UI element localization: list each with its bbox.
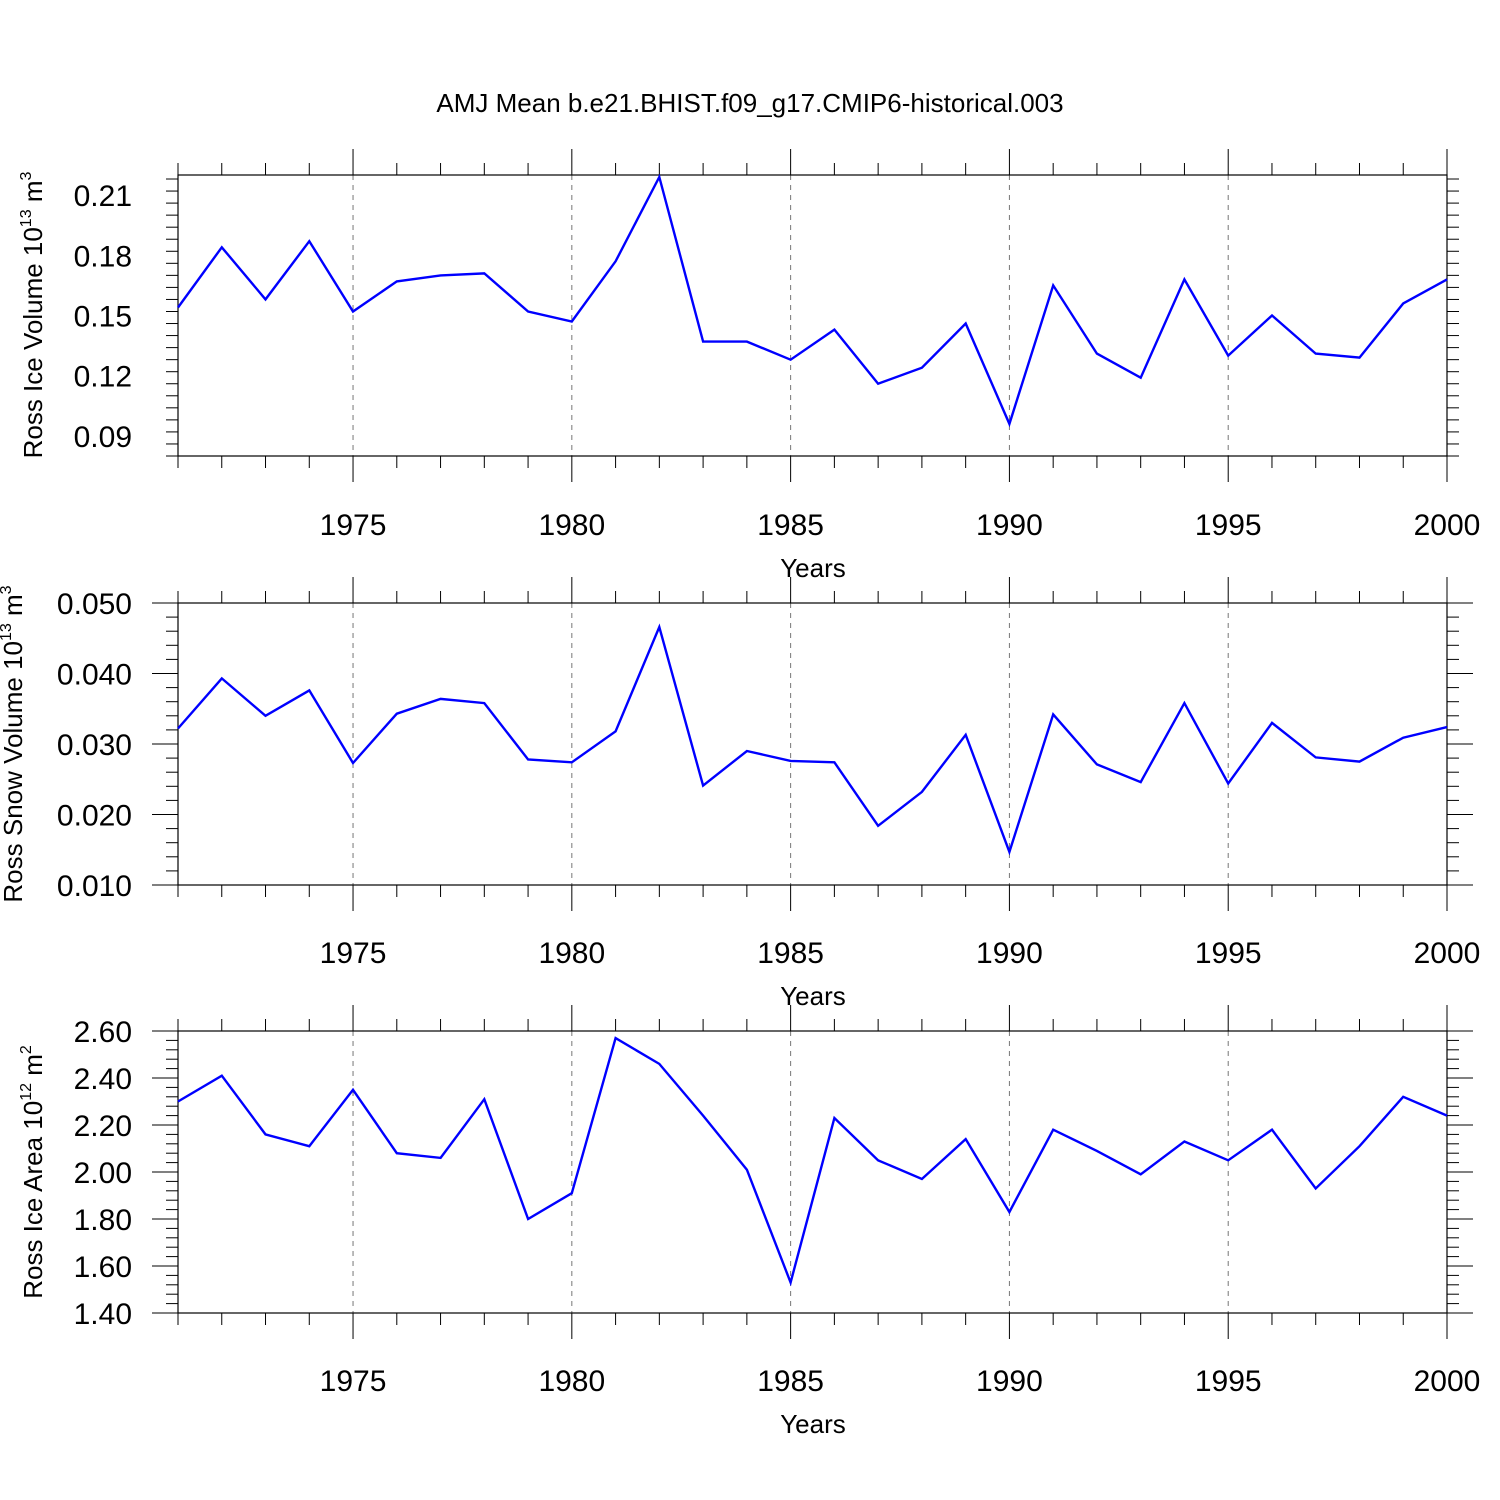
x-tick-label: 1990	[976, 937, 1043, 970]
y-tick-label: 1.80	[74, 1204, 132, 1237]
x-tick-label: 1995	[1195, 1365, 1262, 1398]
y-axis-title-exp: 12	[18, 1083, 35, 1101]
x-tick-label: 1985	[757, 1365, 824, 1398]
x-tick-label: 1975	[320, 937, 387, 970]
x-tick-label: 1985	[757, 509, 824, 542]
y-axis-title: Ross Ice Area 1012 m2	[18, 1045, 48, 1299]
ice-volume-panel: 1975 1980 1985 1990 1995 2000 0.09 0.12 0.15 0.18…	[18, 149, 1480, 583]
y-tick-label: 0.12	[74, 361, 132, 394]
series-line	[177, 623, 1448, 856]
y-tick-label: 0.050	[57, 588, 132, 621]
y-axis-title-unit-exp: 3	[0, 585, 15, 594]
x-tick-label: 2000	[1414, 937, 1481, 970]
x-tick-label: 1990	[976, 1365, 1043, 1398]
series-line	[177, 1036, 1448, 1287]
plot-frame	[177, 174, 1448, 457]
x-tick-label: 2000	[1414, 509, 1481, 542]
y-tick-label: 0.020	[57, 800, 132, 833]
y-tick-label: 0.010	[57, 870, 132, 903]
x-tick-label: 2000	[1414, 1365, 1481, 1398]
y-tick-label: 2.20	[74, 1110, 132, 1143]
snow-volume-panel: 1975 1980 1985 1990 1995 2000 0.010 0.020 0.030 0…	[0, 577, 1480, 1011]
x-tick-label: 1985	[757, 937, 824, 970]
ice-area-panel: 1975 1980 1985 1990 1995 2000 1.40 1.60 1.80 2.00…	[18, 1005, 1480, 1439]
y-axis-title-base: Ross Ice Area 10	[18, 1101, 48, 1299]
y-axis-title-exp: 13	[18, 209, 35, 227]
x-tick-label: 1995	[1195, 937, 1262, 970]
y-axis-title-unit: m	[0, 594, 28, 623]
y-axis-title-unit: m	[18, 180, 48, 209]
y-tick-label: 0.15	[74, 301, 132, 334]
y-axis-title-unit: m	[18, 1054, 48, 1083]
y-tick-label: 2.00	[74, 1157, 132, 1190]
y-tick-label: 0.040	[57, 659, 132, 692]
plot-frame	[177, 1030, 1448, 1314]
x-tick-label: 1980	[538, 937, 605, 970]
y-tick-label: 1.40	[74, 1298, 132, 1331]
y-tick-label: 0.21	[74, 180, 132, 213]
chart-title: AMJ Mean b.e21.BHIST.f09_g17.CMIP6-histo…	[436, 88, 1063, 118]
x-tick-label: 1995	[1195, 509, 1262, 542]
x-tick-label: 1975	[320, 1365, 387, 1398]
x-tick-label: 1975	[320, 509, 387, 542]
y-axis-title: Ross Snow Volume 1013 m3	[0, 585, 28, 902]
y-tick-label: 0.18	[74, 240, 132, 273]
y-axis-title-exp: 13	[0, 623, 15, 641]
y-tick-label: 2.60	[74, 1016, 132, 1049]
y-axis-title-unit-exp: 3	[18, 171, 35, 180]
x-tick-label: 1980	[538, 1365, 605, 1398]
y-tick-label: 0.09	[74, 421, 132, 454]
y-axis-title-base: Ross Snow Volume 10	[0, 641, 28, 903]
x-tick-label: 1990	[976, 509, 1043, 542]
y-tick-label: 0.030	[57, 729, 132, 762]
y-tick-label: 2.40	[74, 1063, 132, 1096]
x-axis-title: Years	[780, 981, 846, 1011]
y-axis-title-base: Ross Ice Volume 10	[18, 227, 48, 458]
y-axis-title: Ross Ice Volume 1013 m3	[18, 171, 48, 458]
x-axis-title: Years	[780, 553, 846, 583]
x-axis-title: Years	[780, 1409, 846, 1439]
series-line	[177, 173, 1448, 428]
y-tick-label: 1.60	[74, 1251, 132, 1284]
x-tick-label: 1980	[538, 509, 605, 542]
y-axis-title-unit-exp: 2	[18, 1045, 35, 1054]
